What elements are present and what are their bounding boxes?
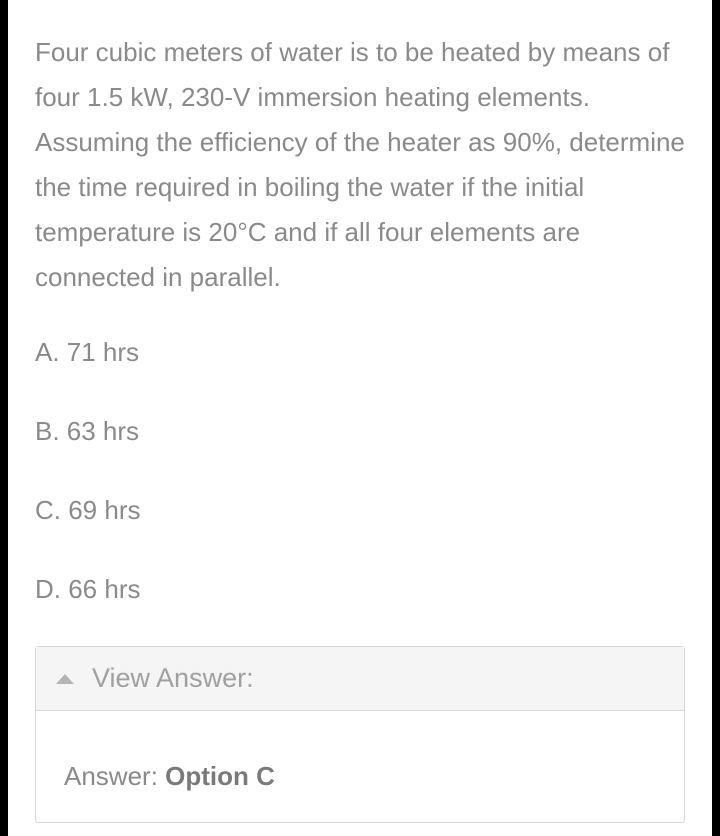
triangle-up-icon: [56, 674, 74, 684]
option-b: B. 63 hrs: [35, 409, 685, 454]
answer-prefix: Answer:: [64, 761, 165, 791]
accordion-title: View Answer:: [92, 663, 254, 694]
answer-value: Option C: [165, 761, 275, 791]
option-d: D. 66 hrs: [35, 567, 685, 612]
accordion-toggle[interactable]: View Answer:: [36, 647, 684, 711]
accordion-body: Answer: Option C: [36, 711, 684, 822]
content-card: Four cubic meters of water is to be heat…: [8, 0, 712, 836]
answer-accordion: View Answer: Answer: Option C: [35, 646, 685, 823]
question-text: Four cubic meters of water is to be heat…: [35, 30, 685, 300]
option-c: C. 69 hrs: [35, 488, 685, 533]
answer-line: Answer: Option C: [64, 761, 656, 792]
option-a: A. 71 hrs: [35, 330, 685, 375]
